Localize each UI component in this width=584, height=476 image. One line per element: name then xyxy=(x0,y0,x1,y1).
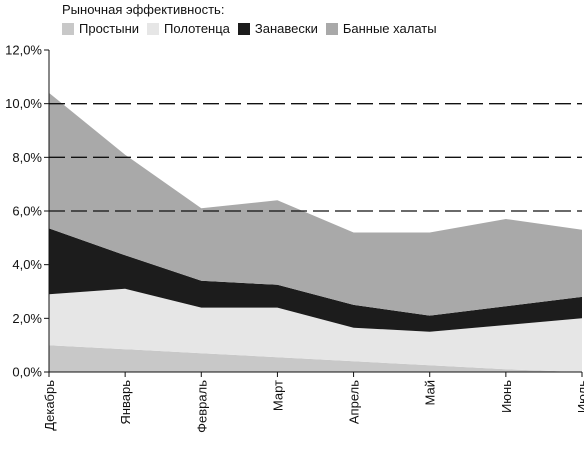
series-area-0 xyxy=(49,345,582,372)
x-tick-label-5: Май xyxy=(423,380,438,405)
legend: Простыни Полотенца Занавески Банные хала… xyxy=(62,21,445,36)
y-tick-label-1: 2,0% xyxy=(12,311,42,326)
y-tick-label-6: 12,0% xyxy=(5,43,42,58)
x-tick-label-2: Февраль xyxy=(194,380,209,433)
legend-swatch-polotentsa xyxy=(147,22,160,35)
x-tick-label-4: Апрель xyxy=(347,380,362,424)
x-tick-label-3: Март xyxy=(270,380,285,411)
series-area-3 xyxy=(49,92,582,316)
y-tick-label-3: 6,0% xyxy=(12,204,42,219)
legend-title: Рыночная эффективность: xyxy=(62,2,225,17)
legend-label-zanaveski: Занавески xyxy=(254,21,318,36)
series-area-2 xyxy=(49,228,582,332)
legend-label-bannye-khalaty: Банные халаты xyxy=(342,21,437,36)
x-tick-label-7: Июль xyxy=(575,380,584,413)
legend-swatch-bannye-khalaty xyxy=(325,22,338,35)
legend-swatch-zanaveski xyxy=(237,22,250,35)
x-tick-label-0: Декабрь xyxy=(42,380,57,431)
x-tick-label-6: Июнь xyxy=(499,380,514,413)
legend-swatch-prostyni xyxy=(62,22,74,35)
y-tick-label-0: 0,0% xyxy=(12,365,42,380)
y-tick-label-2: 4,0% xyxy=(12,257,42,272)
legend-item-bannye-khalaty: Банные халаты xyxy=(325,21,437,36)
legend-item-zanaveski: Занавески xyxy=(237,21,318,36)
y-tick-label-5: 10,0% xyxy=(5,96,42,111)
x-tick-label-1: Январь xyxy=(118,380,133,425)
legend-item-polotentsa: Полотенца xyxy=(147,21,230,36)
legend-label-prostyni: Простыни xyxy=(79,21,140,36)
series-area-1 xyxy=(49,288,582,372)
legend-item-prostyni: Простыни xyxy=(62,21,139,36)
y-tick-label-4: 8,0% xyxy=(12,150,42,165)
legend-label-polotentsa: Полотенца xyxy=(164,21,230,36)
